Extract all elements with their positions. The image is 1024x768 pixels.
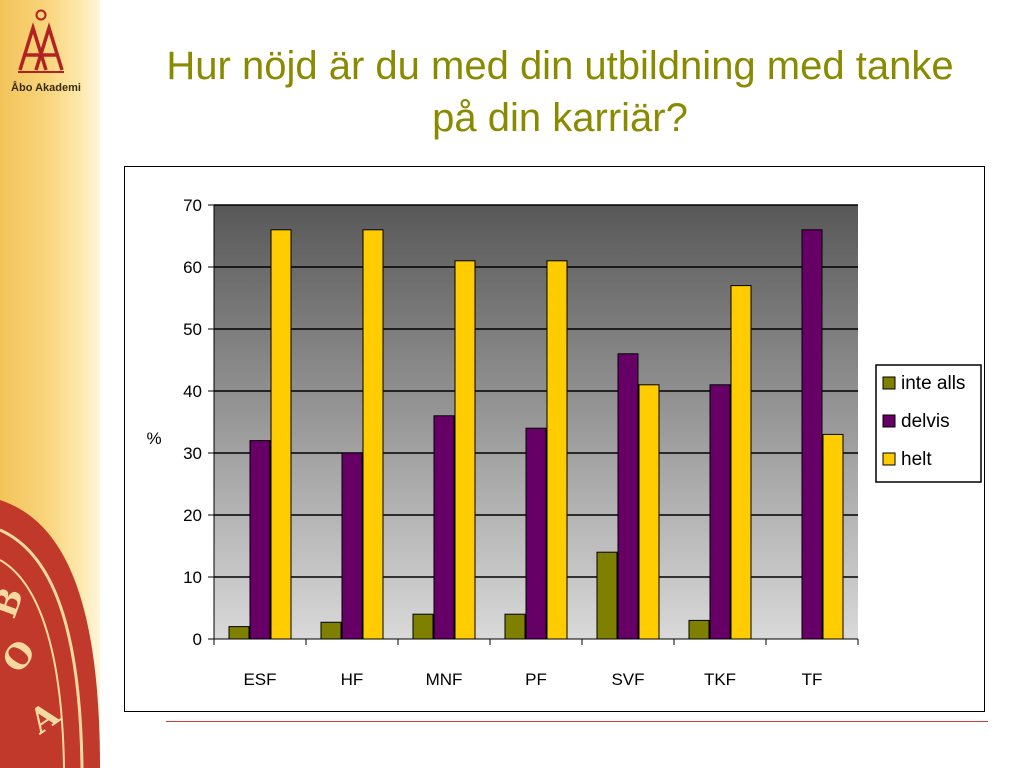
sidebar-band: Åbo Akademi B O A	[0, 0, 100, 768]
y-tick-label: 40	[183, 382, 202, 401]
bar-delvis-pf	[525, 427, 547, 640]
legend-swatch	[882, 452, 896, 466]
bar-inte-alls-mnf	[412, 613, 434, 640]
abo-akademi-logo	[18, 9, 64, 73]
x-tick-label: MNF	[426, 670, 463, 689]
y-tick-label: 60	[183, 258, 202, 277]
bar-helt-tf	[822, 433, 844, 640]
y-tick-label: 0	[193, 630, 202, 649]
legend-swatch	[882, 376, 896, 390]
bar-helt-mnf	[454, 260, 476, 640]
bar-delvis-svf	[617, 353, 639, 640]
x-tick-label: HF	[341, 670, 364, 689]
bar-chart: 0 10 20 30 40 50 60 70% ESF HF MNF PF SVF TKF TF inte …	[146, 196, 982, 689]
bar-delvis-mnf	[433, 415, 455, 640]
legend-label: delvis	[901, 411, 950, 432]
x-tick-label: PF	[525, 670, 547, 689]
y-tick-label: 50	[183, 320, 202, 339]
footer-divider	[166, 721, 988, 722]
bar-delvis-tkf	[709, 384, 731, 640]
bar-delvis-tf	[801, 229, 823, 640]
y-tick-label: 20	[183, 506, 202, 525]
y-axis-label: %	[146, 429, 161, 448]
bar-helt-pf	[546, 260, 568, 640]
bar-helt-hf	[362, 229, 384, 640]
bar-helt-esf	[270, 229, 292, 640]
y-tick-label: 10	[183, 568, 202, 587]
bar-delvis-hf	[341, 452, 363, 640]
bar-inte-alls-esf	[228, 626, 250, 640]
chart-frame: 0 10 20 30 40 50 60 70% ESF HF MNF PF SVF TKF TF inte …	[124, 166, 985, 712]
bar-inte-alls-pf	[504, 613, 526, 640]
y-tick-label: 30	[183, 444, 202, 463]
y-tick-label: 70	[183, 196, 202, 215]
x-tick-label: ESF	[243, 670, 276, 689]
logo-text: Åbo Akademi	[11, 82, 81, 94]
legend-label: helt	[901, 449, 932, 470]
x-tick-label: TF	[802, 670, 823, 689]
slide-title: Hur nöjd är du med din utbildning med ta…	[166, 44, 954, 140]
legend-label: inte alls	[901, 373, 965, 394]
x-tick-label: TKF	[704, 670, 736, 689]
seal-decoration: B O A	[0, 500, 100, 768]
legend-swatch	[882, 414, 896, 428]
bar-inte-alls-tkf	[688, 619, 710, 640]
bar-helt-svf	[638, 384, 660, 640]
bar-inte-alls-svf	[596, 551, 618, 640]
bar-helt-tkf	[730, 285, 752, 640]
bar-delvis-esf	[249, 440, 271, 640]
x-tick-label: SVF	[611, 670, 644, 689]
bar-inte-alls-hf	[320, 621, 342, 640]
